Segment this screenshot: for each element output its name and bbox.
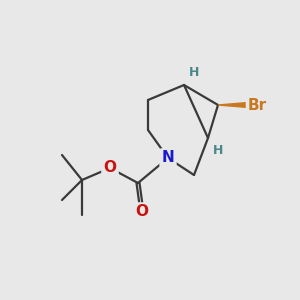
Text: H: H xyxy=(189,67,199,80)
Text: H: H xyxy=(213,143,223,157)
Text: Br: Br xyxy=(248,98,267,112)
Text: N: N xyxy=(162,151,174,166)
Text: O: O xyxy=(103,160,116,175)
Polygon shape xyxy=(218,103,248,107)
Text: O: O xyxy=(136,205,148,220)
